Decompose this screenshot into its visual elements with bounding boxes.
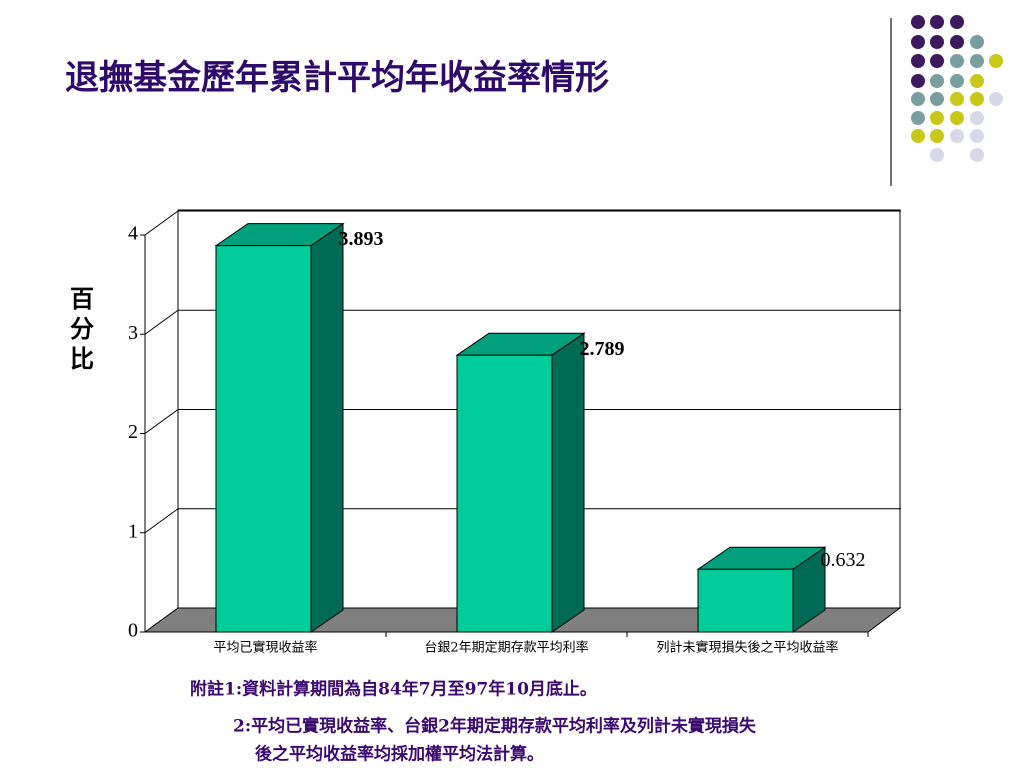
y-tick-label: 1: [128, 520, 138, 542]
bar: [696, 546, 827, 633]
y-tick-label: 2: [128, 421, 138, 443]
grid-line: [144, 508, 179, 534]
y-tick-label: 4: [128, 223, 138, 245]
bar-side: [310, 222, 344, 633]
decor-dots: [911, 15, 1003, 162]
value-label: 0.632: [821, 549, 866, 571]
note: 附註1:資料計算期間為自84年7月至97年10月底止。: [190, 679, 597, 700]
bar: [455, 332, 586, 633]
value-label: 2.789: [580, 338, 625, 360]
chart-title: 退撫基金歷年累計平均年收益率情形: [65, 58, 609, 98]
y-tick-label: 3: [128, 322, 138, 344]
grid-line: [144, 210, 179, 236]
bar-front: [215, 245, 312, 633]
value-label: 3.893: [339, 228, 384, 250]
grid-line: [144, 309, 179, 335]
note: 後之平均收益率均採加權平均法計算。: [255, 744, 544, 765]
bar-front: [456, 354, 553, 633]
y-axis-label: 百分比: [70, 284, 94, 373]
y-tick-label: 0: [128, 620, 138, 642]
bar: [214, 222, 345, 633]
x-tick-label: 台銀2年期定期存款平均利率: [424, 640, 588, 656]
grid-line: [144, 409, 179, 434]
bar-side: [551, 332, 585, 633]
x-tick-label: 平均已實現收益率: [213, 640, 317, 656]
note: 2:平均已實現收益率、台銀2年期定期存款平均利率及列計未實現損失: [233, 716, 757, 737]
x-tick-label: 列計未實現損失後之平均收益率: [656, 640, 838, 656]
bar-front: [697, 568, 794, 633]
